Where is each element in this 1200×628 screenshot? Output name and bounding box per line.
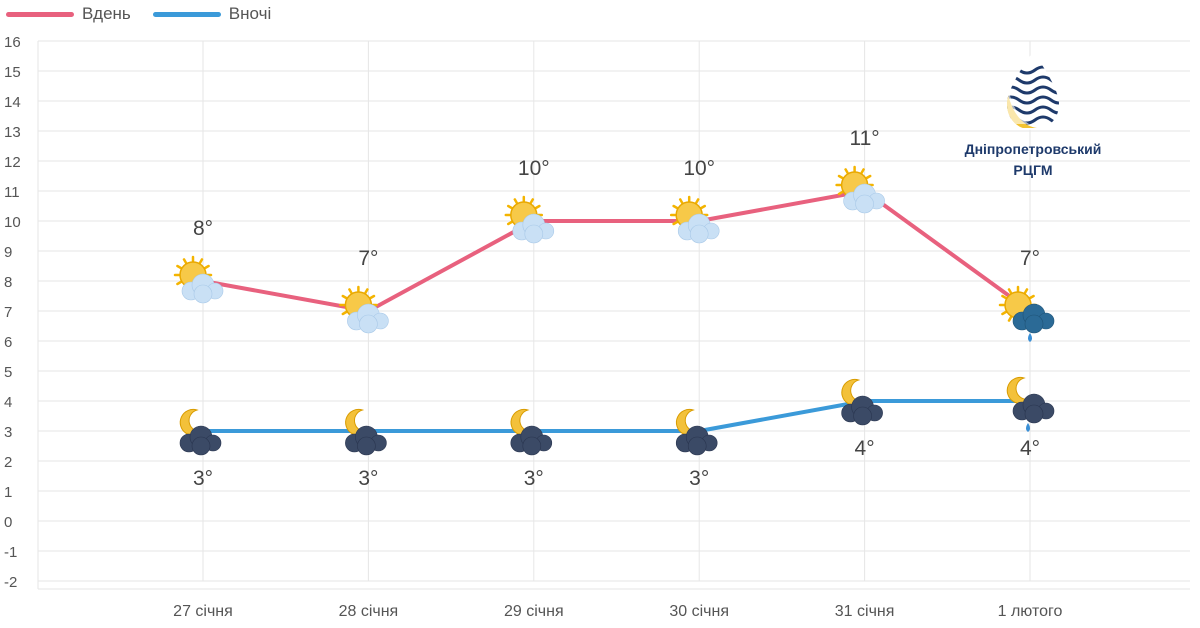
sun-cloud-icon xyxy=(669,195,720,244)
y-tick-label: 5 xyxy=(4,364,12,381)
y-tick-label: 9 xyxy=(4,244,12,261)
y-tick-label: 3 xyxy=(4,424,12,441)
data-label-night: 3° xyxy=(524,467,544,490)
data-label-day: 7° xyxy=(358,247,378,270)
legend: Вдень Вночі xyxy=(6,4,271,24)
moon-cloud-icon xyxy=(179,408,222,456)
data-label-night: 4° xyxy=(855,437,875,460)
sun-cloud-icon xyxy=(835,165,885,214)
legend-item-day[interactable]: Вдень xyxy=(6,4,131,24)
y-tick-label: 8 xyxy=(4,274,12,291)
data-label-night: 3° xyxy=(193,467,213,490)
y-tick-label: -2 xyxy=(4,574,17,591)
data-label-day: 11° xyxy=(849,127,879,150)
y-tick-label: 7 xyxy=(4,304,12,321)
moon-cloud-icon xyxy=(510,408,553,456)
data-label-night: 3° xyxy=(358,467,378,490)
y-tick-label: 4 xyxy=(4,394,12,411)
y-tick-label: 1 xyxy=(4,484,12,501)
droplet-logo-icon xyxy=(1007,52,1059,130)
legend-label-day: Вдень xyxy=(82,4,131,23)
x-tick-label: 29 січня xyxy=(504,603,564,620)
legend-swatch-day xyxy=(6,11,74,17)
moon-rain-cloud-icon xyxy=(1006,376,1055,432)
data-label-day: 7° xyxy=(1020,247,1040,270)
sun-cloud-icon xyxy=(173,255,224,304)
y-tick-label: 0 xyxy=(4,514,12,531)
sun-rain-cloud-icon xyxy=(998,285,1055,342)
y-tick-label: 15 xyxy=(4,64,21,81)
data-label-night: 3° xyxy=(689,467,709,490)
series-line-night xyxy=(201,399,1032,433)
x-tick-label: 30 січня xyxy=(669,603,729,620)
data-label-day: 10° xyxy=(518,157,550,180)
x-tick-label: 27 січня xyxy=(173,603,233,620)
y-tick-label: 2 xyxy=(4,454,12,471)
x-tick-label: 28 січня xyxy=(339,603,399,620)
y-tick-label: 16 xyxy=(4,34,21,51)
y-tick-label: 11 xyxy=(4,184,20,201)
logo: Дніпропетровський РЦГМ xyxy=(938,50,1128,179)
y-tick-label: 14 xyxy=(4,94,21,111)
x-tick-label: 1 лютого xyxy=(998,603,1063,620)
moon-cloud-icon xyxy=(675,408,718,456)
legend-swatch-night xyxy=(152,11,221,17)
y-tick-label: 12 xyxy=(4,154,21,171)
data-label-day: 8° xyxy=(193,217,213,240)
y-tick-label: 6 xyxy=(4,334,12,351)
sun-cloud-icon xyxy=(504,195,555,244)
moon-cloud-icon xyxy=(841,378,883,426)
y-tick-label: -1 xyxy=(4,544,17,561)
data-label-night: 4° xyxy=(1020,437,1040,460)
sun-cloud-icon xyxy=(339,285,389,334)
legend-item-night[interactable]: Вночі xyxy=(152,4,272,24)
x-tick-label: 31 січня xyxy=(835,603,895,620)
moon-cloud-icon xyxy=(345,408,387,456)
y-tick-label: 10 xyxy=(4,214,21,231)
logo-text-line1: Дніпропетровський xyxy=(964,141,1102,157)
legend-label-night: Вночі xyxy=(228,4,272,23)
y-tick-label: 13 xyxy=(4,124,21,141)
logo-text-line2: РЦГМ xyxy=(1013,162,1053,178)
data-label-day: 10° xyxy=(683,157,715,180)
